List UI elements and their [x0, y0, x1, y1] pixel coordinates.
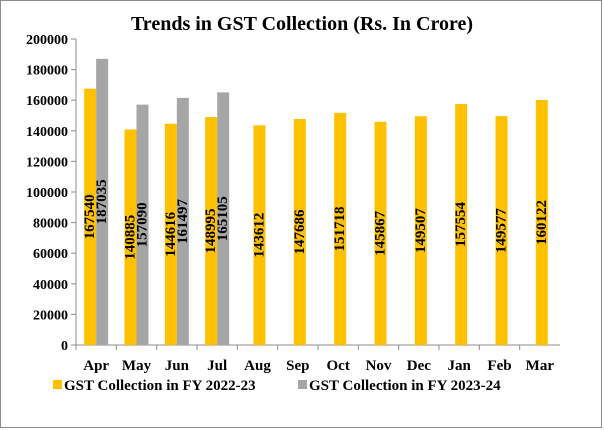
- y-tick-label: 40000: [33, 278, 68, 293]
- y-tick-label: 160000: [26, 94, 68, 109]
- y-tick-label: 80000: [33, 217, 68, 232]
- y-tick-labels: 0 20000 40000 60000 80000 100000 120000 140000 1…: [26, 33, 68, 354]
- bar: [136, 104, 149, 345]
- y-tick-label: 60000: [33, 247, 68, 262]
- data-label: 157554: [453, 201, 469, 247]
- x-category-label: Aug: [244, 358, 271, 374]
- x-category-label: Nov: [366, 358, 392, 374]
- axes: [71, 38, 560, 350]
- data-label: 145867: [373, 210, 389, 256]
- legend-label: GST Collection in FY 2022-23: [64, 378, 256, 394]
- data-label: 161497: [175, 198, 191, 244]
- bar: [96, 58, 109, 345]
- x-category-label: Mar: [526, 358, 555, 374]
- bar: [176, 97, 189, 345]
- data-label: 187035: [94, 179, 110, 224]
- bar: [253, 125, 266, 345]
- y-tick-label: 0: [61, 339, 68, 354]
- x-category-label: Jan: [447, 358, 471, 374]
- data-label: 157090: [135, 202, 151, 247]
- x-category-label: Oct: [327, 358, 350, 374]
- bar: [205, 117, 218, 345]
- y-tick-label: 100000: [26, 186, 68, 201]
- y-tick-label: 200000: [26, 33, 68, 48]
- bar: [374, 121, 387, 345]
- x-category-label: Feb: [487, 358, 511, 374]
- data-label: 167540: [82, 194, 98, 239]
- x-category-label: Dec: [407, 358, 431, 374]
- bar: [293, 119, 306, 345]
- legend-swatch: [53, 380, 62, 389]
- x-category-label: Apr: [83, 358, 109, 374]
- x-category-label: Sep: [286, 358, 309, 374]
- bar: [495, 116, 508, 345]
- data-label: 149507: [413, 208, 429, 254]
- bar: [164, 123, 177, 345]
- bar: [84, 88, 97, 345]
- bar: [334, 112, 347, 345]
- data-label: 148995: [203, 209, 219, 254]
- legend-swatch: [298, 380, 307, 389]
- chart-title: Trends in GST Collection (Rs. In Crore): [131, 13, 473, 35]
- data-label: 144616: [163, 211, 179, 257]
- data-label: 165105: [215, 196, 231, 241]
- data-label: 147686: [292, 209, 308, 255]
- y-tick-label: 120000: [26, 155, 68, 170]
- legend-label: GST Collection in FY 2023-24: [309, 378, 501, 394]
- bars: [84, 58, 548, 346]
- y-tick-label: 140000: [26, 125, 68, 140]
- data-label: 151718: [332, 206, 348, 251]
- bar: [455, 103, 468, 345]
- bar: [217, 92, 230, 346]
- x-category-label: Jun: [165, 358, 190, 374]
- legend: GST Collection in FY 2022-23 GST Collecti…: [53, 378, 501, 394]
- data-label: 143612: [252, 213, 268, 258]
- x-category-label: May: [122, 358, 152, 374]
- y-tick-label: 20000: [33, 308, 68, 323]
- x-category-labels: Apr May Jun Jul Aug Sep Oct Nov Dec Jan Feb Mar: [83, 358, 554, 374]
- bar: [414, 116, 427, 345]
- bar: [124, 129, 137, 345]
- data-label: 149577: [494, 208, 510, 254]
- y-tick-label: 180000: [26, 64, 68, 79]
- data-label: 160122: [534, 200, 550, 245]
- x-category-label: Jul: [207, 358, 227, 374]
- bar: [535, 100, 548, 346]
- data-label: 140885: [123, 215, 139, 260]
